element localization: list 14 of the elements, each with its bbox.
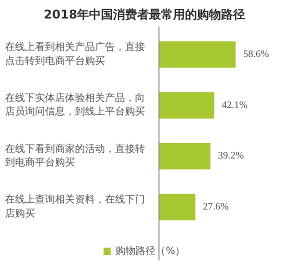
bar (158, 194, 196, 220)
y-tick-label: 在线下实体店体验相关产品，向店员询问信息，到线上平台购买 (5, 92, 146, 118)
bar (158, 92, 214, 119)
data-label: 39.2% (218, 150, 244, 162)
data-label: 42.1% (222, 100, 248, 111)
data-label: 58.6% (243, 48, 270, 60)
chart-title: 2018年中国消费者最常用的购物路径 (44, 8, 246, 22)
data-label: 27.6% (202, 202, 229, 213)
y-tick-label: 在线上看到相关产品广告，直接点击转到电商平台购买 (5, 41, 146, 67)
y-tick-label: 在线上查询相关资料，在线下门店购买 (5, 194, 146, 220)
y-tick-label: 在线下看到商家的活动，直接转到电商平台购买 (5, 142, 146, 169)
legend-label: 购物路径（%） (116, 245, 186, 258)
bar (158, 143, 210, 170)
bar (158, 41, 236, 68)
